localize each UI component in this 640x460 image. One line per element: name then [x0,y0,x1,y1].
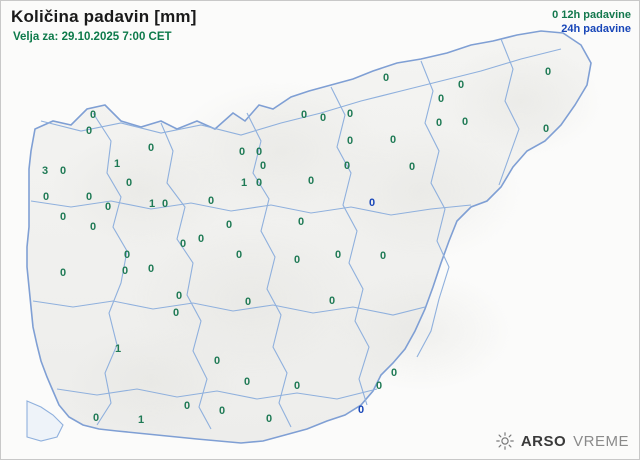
station-value: 0 [265,413,273,425]
arso-vreme-logo: ARSO VREME [496,432,629,450]
station-value: 0 [207,195,215,207]
station-value: 0 [121,265,129,277]
legend-12h-label: 12h padavine [561,9,631,21]
station-value: 0 [183,400,191,412]
station-value: 0 [92,412,100,424]
station-value: 0 [213,355,221,367]
station-value: 0 [542,123,550,135]
station-value: 0 [59,165,67,177]
station-value: 0 [218,405,226,417]
station-value: 1 [113,158,121,170]
station-value: 0 [179,238,187,250]
legend: 0 12h padavine 24h padavine [552,8,631,36]
station-value: 0 [172,307,180,319]
station-value: 0 [382,72,390,84]
station-value: 0 [319,112,327,124]
station-value: 0 [161,198,169,210]
station-value: 0 [89,221,97,233]
station-value: 0 [300,109,308,121]
station-value: 0 [408,161,416,173]
station-value: 0 [379,250,387,262]
station-value: 0 [125,177,133,189]
logo-arso-text: ARSO [520,432,567,450]
valid-time-label: Velja za: 29.10.2025 7:00 CET [13,31,172,43]
station-value: 1 [240,177,248,189]
station-value: 0 [147,263,155,275]
station-value: 1 [137,414,145,426]
station-value: 0 [175,290,183,302]
station-value: 0 [328,295,336,307]
station-value: 0 [123,249,131,261]
station-value: 0 [42,191,50,203]
legend-24h-label: 24h padavine [561,23,631,35]
station-value: 0 [244,296,252,308]
station-value: 0 [307,175,315,187]
sun-icon [496,432,514,450]
station-value: 0 [389,134,397,146]
station-value: 0 [104,201,112,213]
station-value: 0 [435,117,443,129]
station-value: 0 [59,211,67,223]
station-value: 0 [293,254,301,266]
logo-vreme-text: VREME [573,432,629,450]
station-value: 0 [293,380,301,392]
legend-item-12h: 0 12h padavine [552,8,631,22]
station-value: 0 [390,367,398,379]
station-value: 0 [457,79,465,91]
station-value: 0 [59,267,67,279]
station-value: 0 [259,160,267,172]
station-value: 0 [255,146,263,158]
station-value: 0 [85,125,93,137]
station-value: 0 [334,249,342,261]
station-value: 0 [255,177,263,189]
station-value: 1 [148,198,156,210]
station-value: 0 [368,197,376,209]
station-value: 0 [461,116,469,128]
station-value: 1 [114,343,122,355]
page-title: Količina padavin [mm] [11,7,197,26]
station-value: 0 [544,66,552,78]
station-value: 0 [85,191,93,203]
legend-item-24h: 24h padavine [552,22,631,36]
station-value: 0 [437,93,445,105]
station-value: 0 [147,142,155,154]
station-value: 0 [235,249,243,261]
station-value: 0 [346,108,354,120]
station-value: 0 [346,135,354,147]
station-value: 3 [41,165,49,177]
station-value: 0 [243,376,251,388]
station-value: 0 [225,219,233,231]
station-value: 0 [375,380,383,392]
station-value: 0 [297,216,305,228]
station-value: 0 [238,146,246,158]
station-value: 0 [357,404,365,416]
station-value: 0 [197,233,205,245]
legend-12h-sample: 0 [552,9,559,21]
station-value: 0 [89,109,97,121]
station-value: 0 [343,160,351,172]
